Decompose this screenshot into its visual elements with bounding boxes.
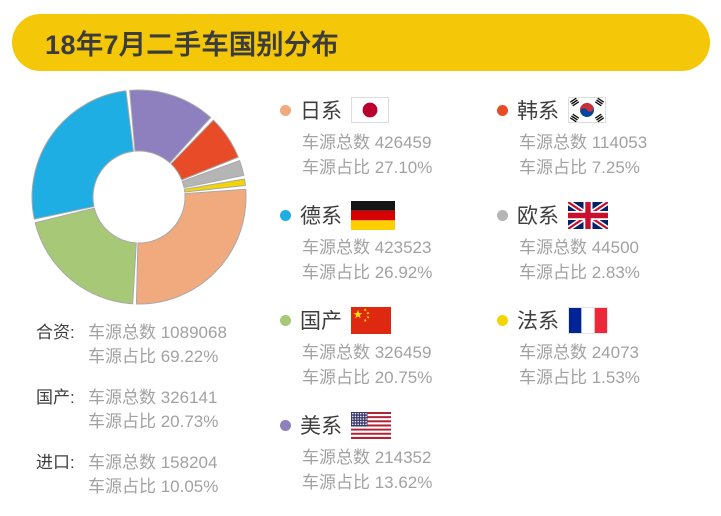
legend-bullet-icon (280, 419, 291, 431)
donut-svg (31, 89, 247, 305)
summary-group-label: 合资: (36, 323, 75, 342)
donut-slice-us (129, 89, 212, 164)
legend-item-stats: 车源总数 426459 车源占比 27.10% (302, 130, 497, 180)
stat-total: 车源总数 158204 (88, 453, 218, 472)
legend-item-stats: 车源总数 114053 车源占比 7.25% (519, 130, 714, 180)
stat-share: 车源占比 10.05% (88, 477, 219, 496)
legend-item-label: 国产 (300, 310, 342, 333)
legend-item-kr: 韩系车源总数 114053 车源占比 7.25% (497, 92, 714, 197)
stat-total: 车源总数 326141 (88, 388, 218, 407)
stat-total: 车源总数 1089068 (88, 323, 227, 342)
stat-total: 车源总数 114053 (519, 133, 648, 152)
legend: 日系车源总数 426459 车源占比 27.10% 德系车源总数 423523 车源占… (280, 92, 714, 512)
uk-flag-icon (568, 201, 608, 229)
legend-item-label: 美系 (300, 415, 342, 438)
stat-share: 车源占比 26.92% (302, 263, 433, 282)
page-title: 18年7月二手车国别分布 (45, 30, 340, 60)
stat-total: 车源总数 326459 (302, 343, 432, 362)
summary-group-1: 国产: 车源总数 326141 车源占比 20.73% (36, 386, 227, 434)
summary-group-label: 进口: (36, 453, 75, 472)
legend-item-label: 日系 (300, 100, 342, 123)
stat-share: 车源占比 1.53% (519, 368, 640, 387)
stat-total: 车源总数 423523 (302, 238, 432, 257)
donut-slice-de (31, 90, 134, 220)
summary-group-label: 国产: (36, 388, 75, 407)
legend-item-header: 日系 (280, 95, 497, 125)
legend-bullet-icon (497, 314, 508, 326)
legend-item-eu: 欧系车源总数 44500 车源占比 2.83% (497, 197, 714, 302)
japan-flag-icon (351, 97, 389, 123)
legend-bullet-icon (280, 314, 291, 326)
china-flag-icon (351, 306, 391, 334)
donut-slice-kr (170, 119, 239, 181)
legend-bullet-icon (497, 209, 508, 221)
summary-group-stats: 车源总数 158204 车源占比 10.05% (88, 451, 218, 499)
legend-item-stats: 车源总数 214352 车源占比 13.62% (302, 445, 497, 495)
summary-group-stats: 车源总数 1089068 车源占比 69.22% (88, 321, 227, 369)
summary-block: 合资: 车源总数 1089068 车源占比 69.22% 国产: 车源总数 326141… (36, 321, 227, 516)
legend-item-jp: 日系车源总数 426459 车源占比 27.10% (280, 92, 497, 197)
donut-slice-jp (135, 188, 247, 305)
legend-item-header: 法系 (497, 305, 714, 335)
legend-item-label: 德系 (300, 205, 342, 228)
legend-item-label: 韩系 (517, 100, 559, 123)
summary-group-0: 合资: 车源总数 1089068 车源占比 69.22% (36, 321, 227, 369)
stat-share: 车源占比 20.73% (88, 412, 219, 431)
legend-item-label: 法系 (517, 310, 559, 333)
south-korea-flag-icon (568, 97, 606, 123)
stat-share: 车源占比 20.75% (302, 368, 433, 387)
legend-bullet-icon (280, 104, 291, 116)
stat-share: 车源占比 2.83% (519, 263, 640, 282)
germany-flag-icon (351, 200, 395, 230)
title-bar: 18年7月二手车国别分布 (12, 14, 710, 71)
donut-slice-cn (34, 207, 137, 305)
stat-total: 车源总数 214352 (302, 448, 432, 467)
legend-item-header: 韩系 (497, 95, 714, 125)
legend-item-header: 德系 (280, 200, 497, 230)
legend-item-stats: 车源总数 326459 车源占比 20.75% (302, 340, 497, 390)
legend-bullet-icon (280, 209, 291, 221)
legend-item-header: 国产 (280, 305, 497, 335)
legend-item-stats: 车源总数 44500 车源占比 2.83% (519, 235, 714, 285)
stat-share: 车源占比 7.25% (519, 158, 640, 177)
france-flag-icon (568, 306, 608, 334)
legend-item-fr: 法系车源总数 24073 车源占比 1.53% (497, 302, 714, 407)
stat-share: 车源占比 13.62% (302, 473, 433, 492)
legend-bullet-icon (497, 104, 508, 116)
legend-item-us: 美系车源总数 214352 车源占比 13.62% (280, 407, 497, 512)
legend-item-de: 德系车源总数 423523 车源占比 26.92% (280, 197, 497, 302)
donut-slice-fr (183, 178, 246, 193)
stat-share: 车源占比 69.22% (88, 347, 219, 366)
usa-flag-icon (351, 411, 391, 439)
legend-item-label: 欧系 (517, 205, 559, 228)
donut-chart (14, 85, 264, 311)
donut-slice-eu (181, 160, 245, 189)
stat-total: 车源总数 24073 (519, 343, 639, 362)
stat-share: 车源占比 27.10% (302, 158, 433, 177)
summary-group-2: 进口: 车源总数 158204 车源占比 10.05% (36, 451, 227, 499)
legend-item-stats: 车源总数 24073 车源占比 1.53% (519, 340, 714, 390)
stat-total: 车源总数 426459 (302, 133, 432, 152)
legend-item-stats: 车源总数 423523 车源占比 26.92% (302, 235, 497, 285)
stat-total: 车源总数 44500 (519, 238, 639, 257)
summary-group-stats: 车源总数 326141 车源占比 20.73% (88, 386, 218, 434)
legend-item-header: 美系 (280, 410, 497, 440)
legend-item-header: 欧系 (497, 200, 714, 230)
legend-item-cn: 国产车源总数 326459 车源占比 20.75% (280, 302, 497, 407)
